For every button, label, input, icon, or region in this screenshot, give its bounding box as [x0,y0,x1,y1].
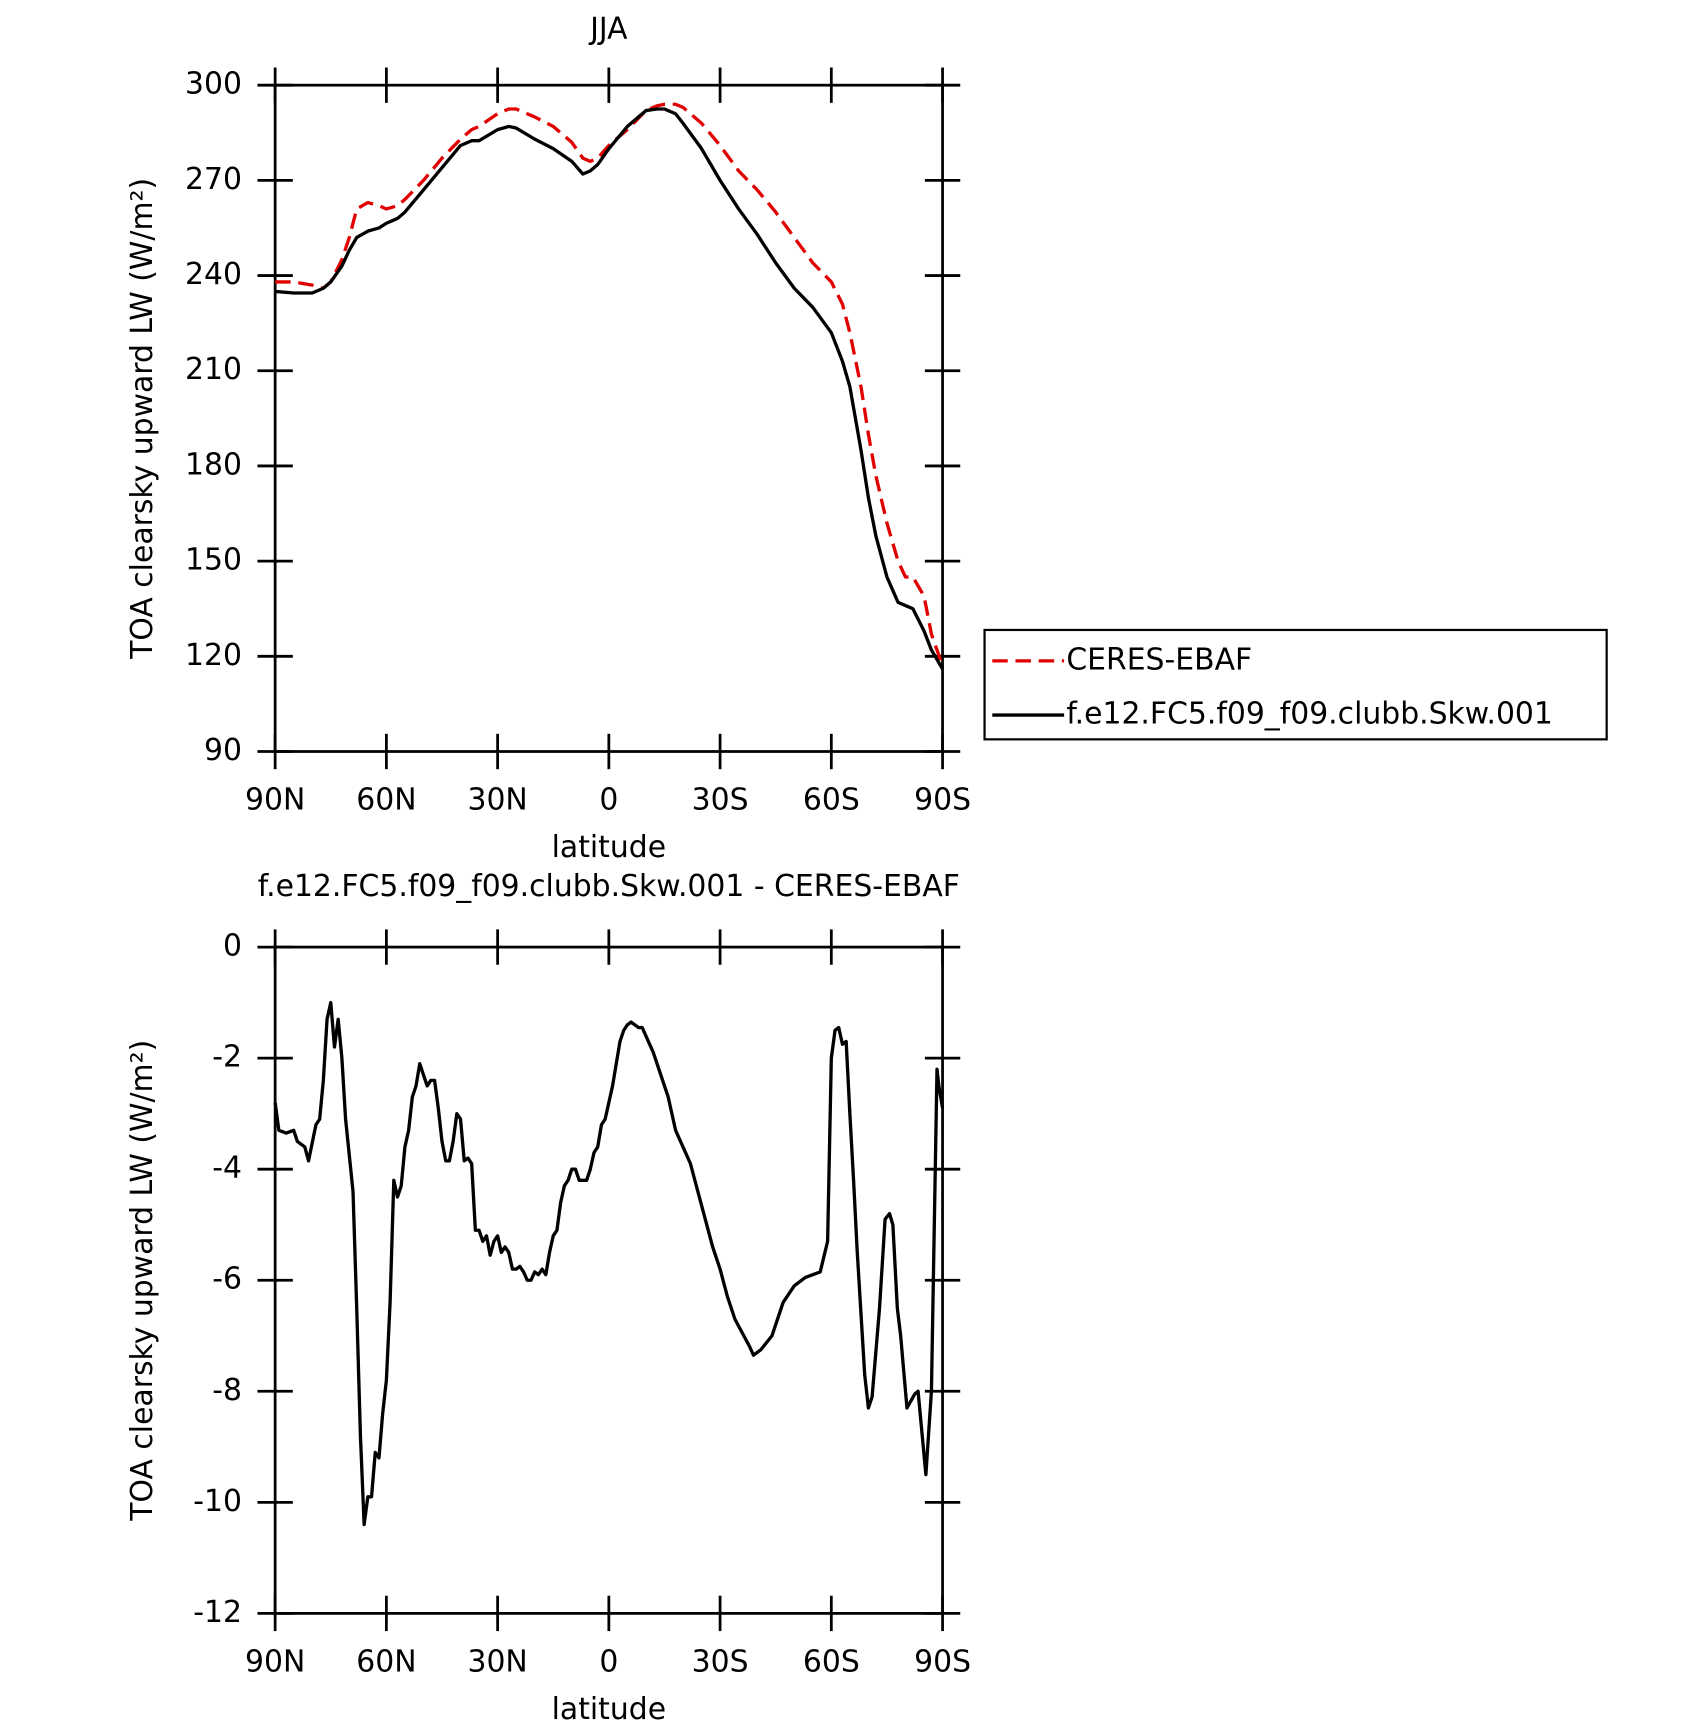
x-tick-label: 60S [803,1645,860,1680]
y-tick-label: -6 [212,1262,242,1297]
y-tick-label: 150 [185,543,242,578]
y-tick-label: 90 [204,733,242,768]
y-tick-label: 0 [223,929,242,964]
y-tick-label: 300 [185,67,242,102]
x-tick-label: 30S [692,783,749,818]
plot-frame [273,945,944,1615]
legend-box [983,628,1608,741]
y-tick-label: 240 [185,257,242,292]
x-tick-label: 60N [356,783,416,818]
series-line [275,107,944,670]
x-tick-label: 30S [692,1645,749,1680]
y-tick-label: 120 [185,638,242,673]
y-tick-label: -10 [193,1484,242,1519]
x-axis-label: latitude [552,830,666,865]
y-tick-label: 270 [185,162,242,197]
y-tick-label: 180 [185,447,242,482]
y-tick-label: -12 [193,1595,242,1630]
x-axis-label: latitude [552,1692,666,1724]
y-axis-label: TOA clearsky upward LW (W/m²) [125,1040,160,1522]
x-tick-label: 90N [245,783,305,818]
x-tick-label: 0 [599,1645,618,1680]
x-tick-label: 60S [803,783,860,818]
chart-title: JJA [588,11,628,46]
series-line [275,102,945,667]
x-tick-label: 30N [467,783,527,818]
x-tick-label: 90S [914,783,971,818]
x-tick-label: 90S [914,1645,971,1680]
plot-frame [273,83,944,753]
x-tick-label: 0 [599,783,618,818]
y-tick-label: 210 [185,352,242,387]
legend-label: CERES-EBAF [1066,642,1252,677]
series-line [273,1000,945,1527]
legend-label: f.e12.FC5.f09_f09.clubb.Skw.001 [1066,697,1553,732]
y-tick-label: -8 [212,1373,242,1408]
x-tick-label: 30N [467,1645,527,1680]
chart-title: f.e12.FC5.f09_f09.clubb.Skw.001 - CERES-… [258,869,960,904]
x-tick-label: 60N [356,1645,416,1680]
y-tick-label: -4 [212,1151,242,1186]
y-tick-label: -2 [212,1040,242,1075]
x-tick-label: 90N [245,1645,305,1680]
y-axis-label: TOA clearsky upward LW (W/m²) [125,178,160,660]
